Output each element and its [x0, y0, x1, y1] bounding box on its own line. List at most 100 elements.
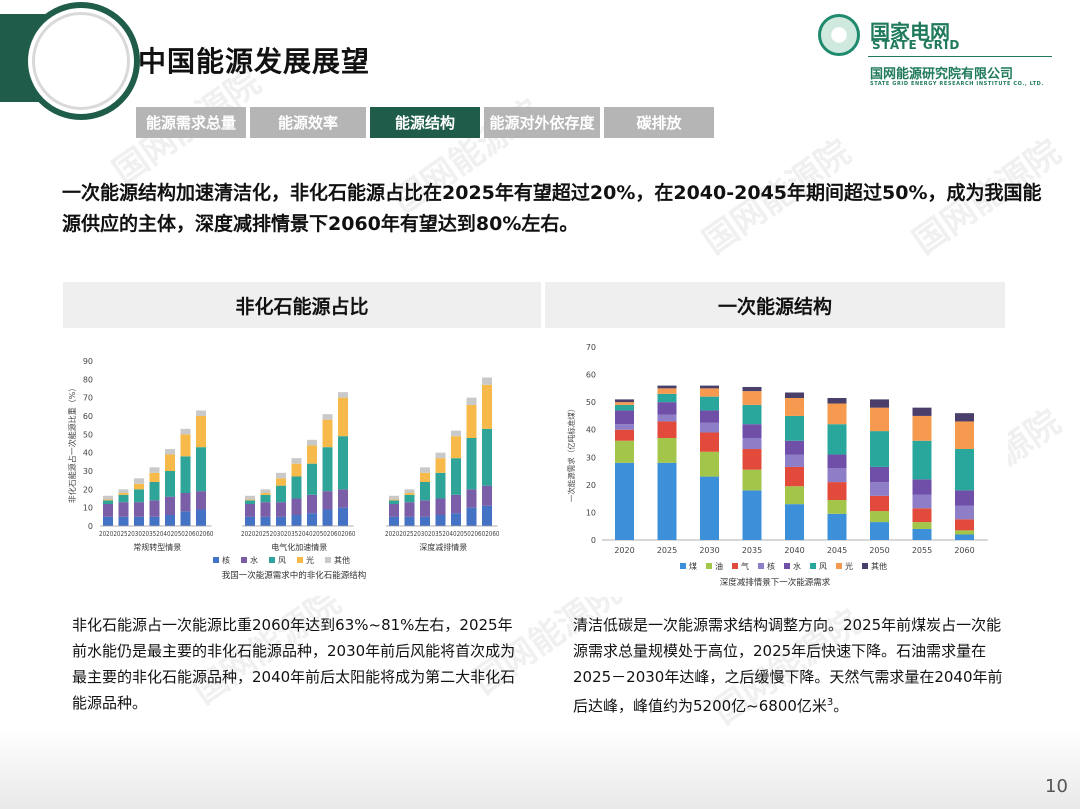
bar-segment: [700, 451, 719, 477]
x-tick-label: 2030: [699, 546, 719, 555]
legend-label: 风: [819, 562, 827, 571]
bar-segment: [245, 516, 255, 526]
bar-segment: [827, 398, 847, 404]
x-tick-label: 2060: [954, 546, 974, 555]
bar-segment: [165, 496, 175, 515]
tab-demand-total[interactable]: 能源需求总量: [136, 107, 246, 138]
y-tick-label: 20: [586, 481, 596, 490]
bar-segment: [615, 410, 634, 425]
bar-segment: [420, 500, 430, 517]
bar-segment: [435, 472, 446, 499]
bar-segment: [615, 462, 634, 540]
bar-segment: [180, 493, 191, 512]
legend-swatch: [269, 557, 275, 563]
legend-label: 风: [278, 556, 286, 565]
bar-segment: [827, 454, 847, 469]
bar-segment: [482, 428, 492, 486]
chart-caption: 深度减排情景下一次能源需求: [720, 577, 831, 588]
bar-segment: [420, 482, 430, 501]
tab-import-dependence[interactable]: 能源对外依存度: [484, 107, 600, 138]
bar-segment: [912, 479, 932, 495]
right-description-end: 。: [833, 697, 849, 715]
bar-segment: [165, 454, 175, 471]
bar-segment: [912, 494, 932, 509]
bar-segment: [700, 385, 719, 389]
bar-segment: [260, 516, 271, 526]
bar-segment: [338, 392, 348, 398]
legend-swatch: [213, 557, 219, 563]
legend-label: 水: [793, 561, 801, 571]
bar-segment: [657, 437, 677, 463]
bar-segment: [103, 504, 113, 517]
bar-segment: [785, 466, 804, 487]
tab-efficiency[interactable]: 能源效率: [250, 107, 366, 138]
bar-segment: [657, 388, 677, 394]
bar-segment: [196, 416, 206, 448]
bar-segment: [435, 498, 446, 515]
y-tick-label: 30: [83, 467, 93, 476]
y-axis-label: 非化石能源占一次能源比重（%）: [67, 384, 77, 504]
bar-segment: [657, 402, 677, 415]
bar-segment: [870, 431, 889, 467]
bar-segment: [700, 396, 719, 411]
x-tick-labels: 20202025203020352040205020602060: [99, 530, 214, 538]
legend-label: 核: [767, 561, 775, 571]
y-tick-label: 50: [83, 430, 93, 439]
bar-segment: [955, 534, 974, 540]
right-chart: 0 10 20 30 40 50 60 70 一次能源需求（亿吨标准煤） 2020 2025 2030…: [560, 335, 1008, 597]
legend-label: 煤: [689, 561, 697, 571]
bar-segment: [322, 419, 333, 448]
bar-segment: [827, 468, 847, 483]
bar-segment: [165, 471, 175, 497]
x-tick-label: 2040: [784, 546, 804, 555]
bar-segment: [291, 458, 302, 464]
bar-segment: [307, 463, 317, 495]
right-description-sup: 3: [826, 697, 834, 708]
headline: 一次能源结构加速清洁化，非化石能源占比在2025年有望超过20%，在2040-2…: [62, 182, 1042, 235]
left-description: 非化石能源占一次能源比重2060年达到63%~81%左右，2025年前水能仍是最…: [72, 616, 516, 712]
tab-carbon-emission[interactable]: 碳排放: [604, 107, 714, 138]
bar-segment: [742, 469, 762, 491]
y-tick-label: 30: [586, 453, 596, 462]
bar-segment: [912, 522, 932, 529]
y-tick-label: 70: [586, 343, 596, 352]
bar-segment: [827, 403, 847, 425]
right-description: 清洁低碳是一次能源需求结构调整方向。2025年前煤炭占一次能源需求总量规模处于高…: [573, 612, 1009, 719]
y-tick-label: 90: [83, 357, 93, 366]
bar-segment: [291, 476, 302, 499]
bar-segment: [466, 507, 477, 526]
bar-segment: [103, 495, 113, 500]
x-tick-labels: 20202025203020352040205020602060: [241, 530, 356, 538]
bar-segment: [435, 515, 446, 526]
legend-swatch: [758, 563, 764, 569]
tab-structure[interactable]: 能源结构: [370, 107, 480, 138]
group-label: 电气化加速情景: [271, 542, 327, 552]
bar-segment: [338, 436, 348, 490]
bar-segment: [615, 429, 634, 441]
bar-segment: [955, 530, 974, 535]
bar-segment: [307, 439, 317, 446]
logo-org-en: STATE GRID ENERGY RESEARCH INSTITUTE CO.…: [870, 81, 1044, 87]
bar-segment: [404, 502, 415, 517]
bar-segment: [912, 440, 932, 480]
bar-segment: [134, 502, 144, 517]
bar-segment: [196, 410, 206, 416]
floor-gradient: [0, 728, 1080, 809]
bar-segment: [955, 421, 974, 450]
bar-segment: [742, 437, 762, 450]
bar-segment: [307, 445, 317, 464]
bar-segment: [149, 467, 160, 473]
bar-segment: [322, 491, 333, 510]
bar-segment: [742, 404, 762, 425]
group-label: 深度减排情景: [419, 542, 467, 552]
bar-segment: [291, 498, 302, 515]
bar-segment: [260, 502, 271, 517]
bar-segment: [245, 500, 255, 504]
bar-segment: [196, 447, 206, 492]
legend-swatch: [706, 563, 712, 569]
legend-swatch: [784, 563, 790, 569]
bar-segment: [134, 478, 144, 484]
bar-segment: [482, 485, 492, 506]
bar-segment: [955, 449, 974, 491]
